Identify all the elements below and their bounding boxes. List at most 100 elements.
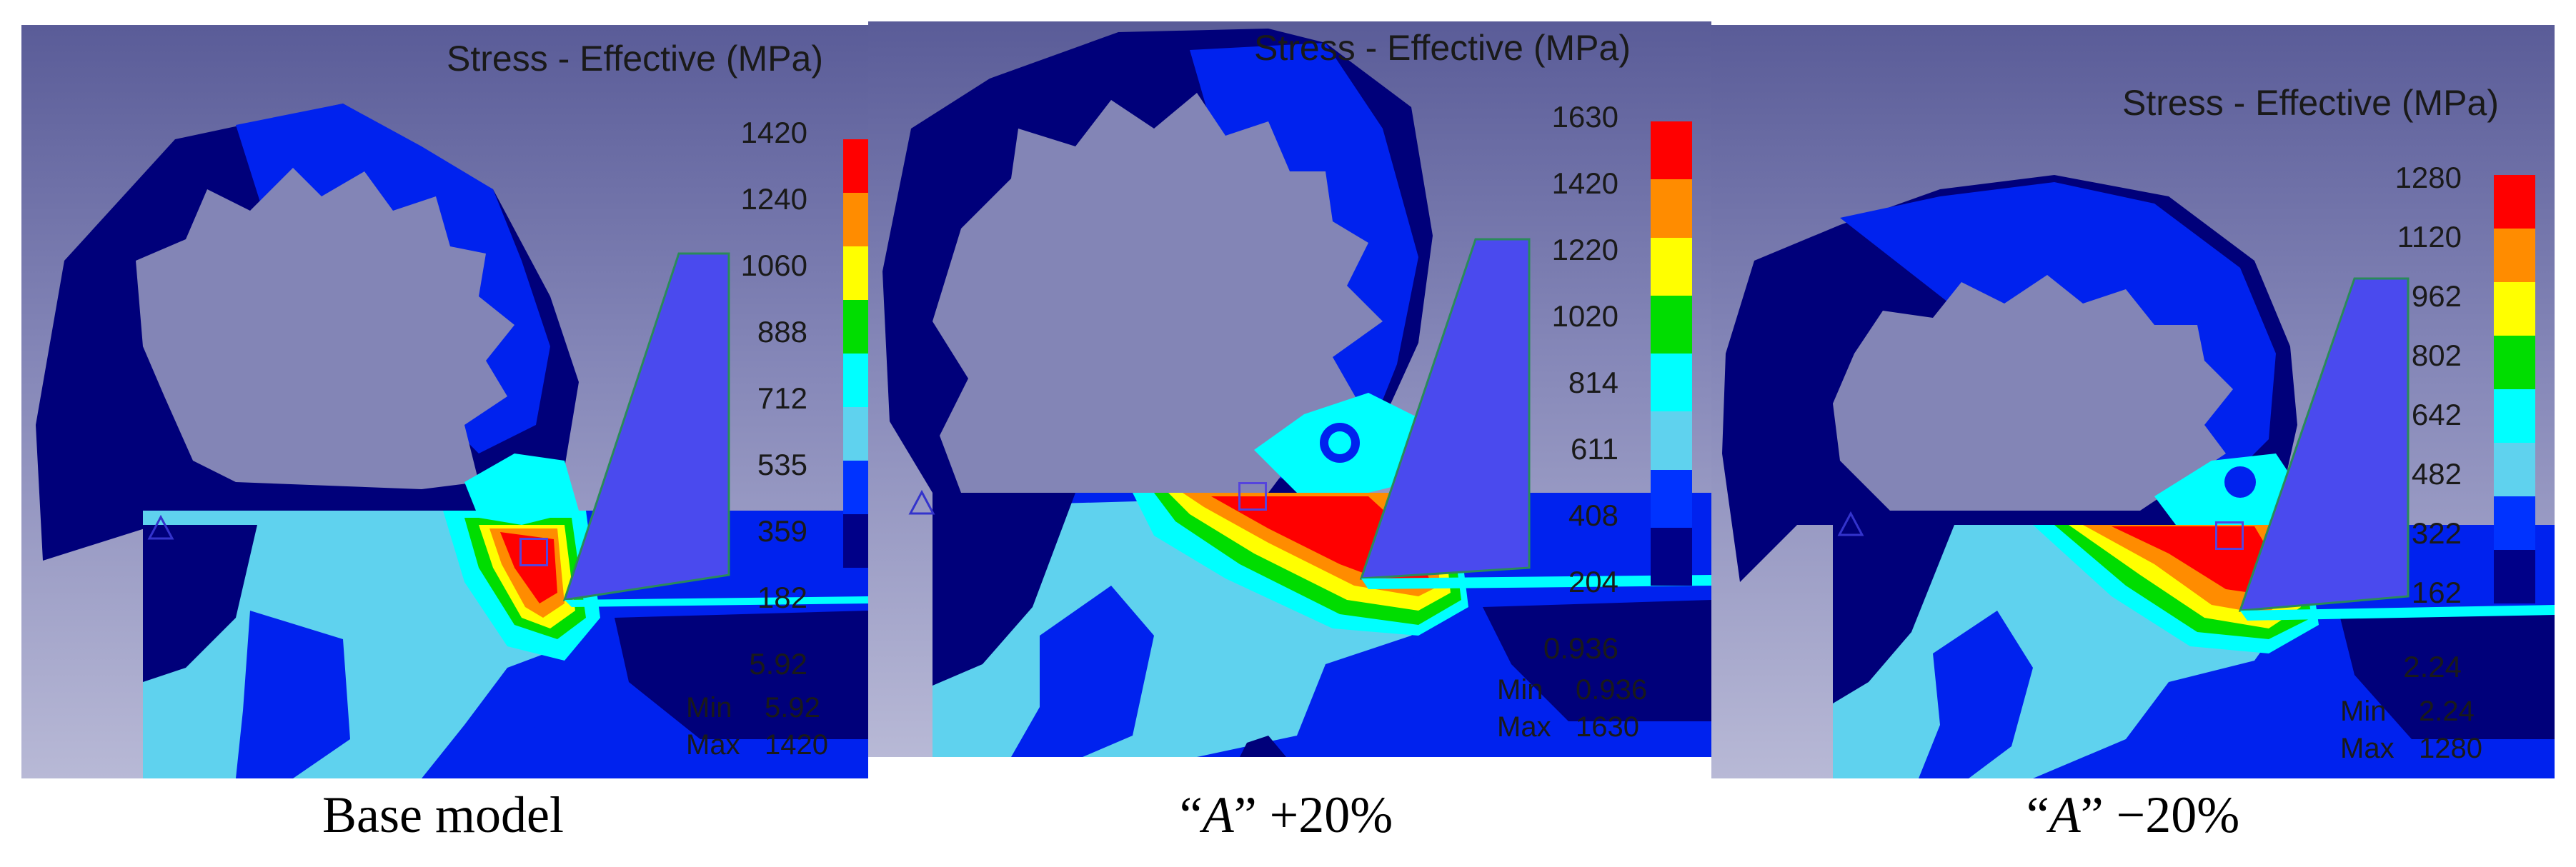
legend-color-segment: [1651, 354, 1692, 412]
probe-marker: [2215, 521, 2244, 550]
legend-color-segment: [2494, 175, 2535, 229]
min-label: Min: [1497, 674, 1543, 706]
workpiece-dark-zone-mid: [1011, 586, 1154, 757]
chip-blob: [2224, 466, 2256, 498]
contour-plot: [36, 104, 868, 778]
contour-plot: [1722, 175, 2555, 778]
probe-marker: [1238, 482, 1267, 511]
min-value: 0.936: [1576, 674, 1648, 706]
max-value: 1420: [765, 729, 828, 761]
flow-line: [565, 596, 868, 607]
caption-variable: A: [1202, 786, 1234, 843]
caption-change: +20%: [1256, 786, 1393, 843]
workpiece-deep-zone-right: [615, 611, 868, 739]
legend-tick: 2.24: [2403, 650, 2462, 683]
legend-tick: 204: [1568, 565, 1618, 598]
simulation-view-base: Stress - Effective (MPa) 1420 1240 1060 …: [21, 25, 868, 778]
axis-triangle-icon: [147, 514, 174, 540]
legend-color-segment: [2494, 229, 2535, 282]
max-value: 1630: [1576, 711, 1639, 743]
legend-color-segment: [1651, 527, 1692, 586]
caption-minus20: “A” −20%: [1811, 786, 2455, 845]
legend-tick: 1630: [1551, 100, 1618, 134]
legend-color-segment: [1651, 295, 1692, 354]
workpiece-deep-zone-right: [2340, 611, 2555, 739]
axis-triangle-icon: [908, 489, 935, 515]
legend-color-segment: [843, 300, 868, 354]
cutter-cavity: [136, 168, 514, 489]
legend-title: Stress - Effective (MPa): [447, 39, 823, 79]
legend-title: Stress - Effective (MPa): [1254, 28, 1631, 68]
max-label: Max: [686, 729, 740, 761]
flow-line: [1361, 575, 1711, 589]
simulation-view-plus20: Stress - Effective (MPa) 1630 1420 1220 …: [868, 21, 1711, 757]
legend-color-segment: [2494, 443, 2535, 496]
legend-tick: 814: [1568, 366, 1618, 399]
flow-line: [2240, 605, 2555, 621]
min-label: Min: [2340, 696, 2387, 727]
legend-color-segment: [843, 139, 868, 193]
legend-tick: 1060: [740, 249, 807, 282]
legend-color-segment: [2494, 389, 2535, 443]
min-value: 2.24: [2419, 696, 2475, 727]
cutter-cavity: [933, 93, 1383, 493]
legend-color-bar: [843, 139, 868, 568]
workpiece-dark-zone-left: [933, 493, 1075, 686]
legend-tick: 642: [2411, 398, 2462, 431]
legend-tick: 802: [2411, 339, 2462, 372]
legend-color-segment: [2494, 336, 2535, 389]
legend-color-segment: [1651, 121, 1692, 180]
workpiece-deep-zone-right: [1483, 600, 1711, 721]
legend-tick: 1220: [1551, 233, 1618, 266]
legend-tick: 1020: [1551, 299, 1618, 333]
min-label: Min: [686, 692, 732, 723]
legend-title: Stress - Effective (MPa): [2122, 83, 2499, 123]
caption-quote-close: ”: [2080, 786, 2104, 843]
legend-color-segment: [2494, 496, 2535, 550]
legend-tick: 162: [2411, 576, 2462, 609]
legend-tick: 1420: [1551, 166, 1618, 200]
legend-color-segment: [2494, 282, 2535, 336]
legend-color-bar: [2494, 175, 2535, 603]
max-label: Max: [1497, 711, 1551, 743]
legend-color-segment: [843, 461, 868, 514]
legend-color-segment: [1651, 179, 1692, 238]
simulation-view-minus20: Stress - Effective (MPa) 1280 1120 962 8…: [1711, 25, 2555, 778]
min-value: 5.92: [765, 692, 820, 723]
chip-bottom-marker: [1240, 736, 1286, 757]
cutter-cavity: [1833, 275, 2233, 511]
chip-region: [464, 453, 579, 525]
min-max-readout: Min 0.936 Max 1630: [1497, 671, 1647, 746]
legend-color-segment: [843, 407, 868, 461]
legend-tick: 1420: [740, 116, 807, 149]
probe-marker: [519, 538, 548, 566]
max-value: 1280: [2419, 733, 2482, 764]
hotspot-red: [2112, 526, 2283, 596]
legend-color-segment: [2494, 550, 2535, 603]
hotspot-red: [500, 532, 557, 603]
legend-color-segment: [1651, 237, 1692, 296]
workpiece-dark-zone-mid: [236, 611, 350, 778]
cutting-tool: [2238, 277, 2410, 612]
caption-change: −20%: [2103, 786, 2240, 843]
max-label: Max: [2340, 733, 2395, 764]
legend-tick: 535: [757, 448, 807, 481]
min-max-readout: Min 5.92 Max 1420: [686, 689, 828, 763]
chip-blob-inner: [1328, 431, 1351, 454]
caption-base-model: Base model: [322, 786, 564, 843]
legend-tick: 322: [2411, 516, 2462, 550]
workpiece-dark-zone-left: [1833, 525, 1954, 703]
min-max-readout: Min 2.24 Max 1280: [2340, 693, 2482, 767]
legend-tick: 888: [757, 315, 807, 349]
caption-quote-close: ”: [1233, 786, 1257, 843]
legend-tick: 359: [757, 514, 807, 548]
legend-color-segment: [843, 193, 868, 246]
legend-tick: 0.936: [1543, 631, 1618, 665]
legend-tick: 1280: [2395, 161, 2462, 194]
legend-tick: 5.92: [749, 647, 807, 681]
caption-quote-open: “: [2026, 786, 2049, 843]
legend-color-segment: [1651, 411, 1692, 470]
legend-tick: 962: [2411, 279, 2462, 313]
legend-tick: 712: [757, 381, 807, 415]
workpiece-dark-zone-left: [143, 525, 257, 682]
